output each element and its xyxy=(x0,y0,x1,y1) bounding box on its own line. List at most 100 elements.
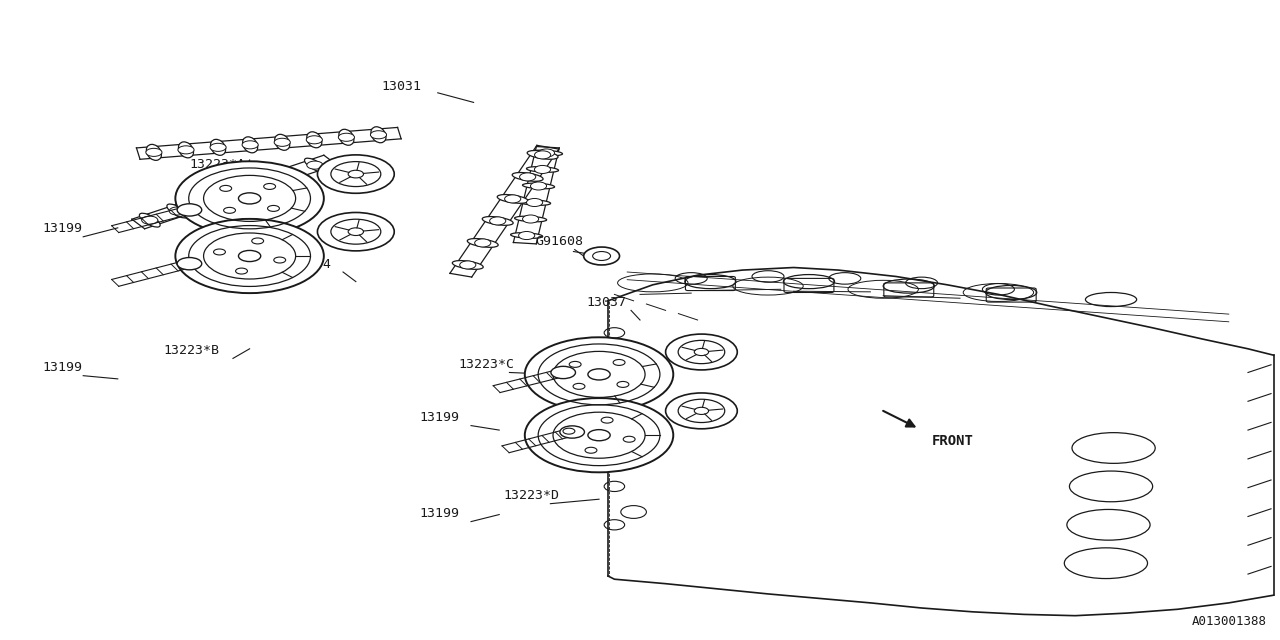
Text: FRONT: FRONT xyxy=(932,434,974,448)
Circle shape xyxy=(236,268,247,274)
Ellipse shape xyxy=(166,204,188,218)
Circle shape xyxy=(279,170,296,179)
Circle shape xyxy=(694,348,709,356)
Circle shape xyxy=(530,182,547,190)
Circle shape xyxy=(348,228,364,236)
Text: 13052: 13052 xyxy=(676,401,716,414)
Circle shape xyxy=(617,381,628,387)
Circle shape xyxy=(504,195,521,203)
Circle shape xyxy=(694,407,709,415)
Circle shape xyxy=(210,143,227,152)
Circle shape xyxy=(588,369,611,380)
Circle shape xyxy=(570,362,581,367)
Circle shape xyxy=(522,215,539,223)
Ellipse shape xyxy=(527,150,558,159)
Circle shape xyxy=(197,198,212,206)
Text: 13223*A: 13223*A xyxy=(189,157,246,171)
Text: 13031: 13031 xyxy=(381,79,421,93)
Text: A013001388: A013001388 xyxy=(1192,616,1267,628)
Circle shape xyxy=(585,447,596,453)
Circle shape xyxy=(169,207,186,215)
Ellipse shape xyxy=(452,260,484,269)
Circle shape xyxy=(460,261,476,269)
Circle shape xyxy=(306,136,323,144)
Circle shape xyxy=(584,247,620,265)
Ellipse shape xyxy=(512,173,543,181)
Circle shape xyxy=(550,366,576,379)
Circle shape xyxy=(559,426,585,438)
Circle shape xyxy=(490,217,506,225)
Circle shape xyxy=(220,186,232,191)
Text: 13223*D: 13223*D xyxy=(503,489,559,502)
Text: 13199: 13199 xyxy=(420,411,460,424)
Ellipse shape xyxy=(339,129,355,145)
Ellipse shape xyxy=(276,167,298,181)
Ellipse shape xyxy=(522,183,554,189)
Circle shape xyxy=(666,334,737,370)
Ellipse shape xyxy=(250,177,270,191)
Circle shape xyxy=(525,337,673,412)
Circle shape xyxy=(317,212,394,251)
Ellipse shape xyxy=(221,186,243,200)
Ellipse shape xyxy=(497,195,529,204)
Ellipse shape xyxy=(518,200,550,205)
Text: 13037: 13037 xyxy=(586,296,626,309)
Ellipse shape xyxy=(305,158,325,172)
Text: G91608: G91608 xyxy=(535,235,584,248)
Circle shape xyxy=(613,360,625,365)
Text: 13199: 13199 xyxy=(42,361,82,374)
Circle shape xyxy=(177,257,202,270)
Circle shape xyxy=(142,216,157,224)
Circle shape xyxy=(307,161,323,169)
Circle shape xyxy=(518,232,535,239)
Circle shape xyxy=(252,179,268,188)
Circle shape xyxy=(525,398,673,472)
Circle shape xyxy=(175,161,324,236)
Ellipse shape xyxy=(275,134,289,150)
Ellipse shape xyxy=(195,195,215,209)
Circle shape xyxy=(177,204,202,216)
Ellipse shape xyxy=(146,145,161,161)
Ellipse shape xyxy=(515,216,547,222)
Text: 13223*B: 13223*B xyxy=(164,344,220,357)
Text: 13199: 13199 xyxy=(42,221,82,235)
Circle shape xyxy=(348,170,364,178)
Circle shape xyxy=(178,146,195,154)
Circle shape xyxy=(274,257,285,263)
Circle shape xyxy=(666,393,737,429)
Circle shape xyxy=(175,219,324,293)
Ellipse shape xyxy=(371,127,387,143)
Ellipse shape xyxy=(242,137,257,153)
Text: 13034: 13034 xyxy=(292,257,332,271)
Circle shape xyxy=(338,133,355,141)
Circle shape xyxy=(539,149,554,157)
Circle shape xyxy=(146,148,163,156)
Ellipse shape xyxy=(467,239,498,247)
Circle shape xyxy=(242,141,259,149)
Circle shape xyxy=(317,155,394,193)
Circle shape xyxy=(535,166,550,173)
Circle shape xyxy=(238,193,261,204)
Circle shape xyxy=(274,138,291,147)
Circle shape xyxy=(224,189,241,196)
Circle shape xyxy=(475,239,490,247)
Circle shape xyxy=(573,383,585,389)
Circle shape xyxy=(602,417,613,423)
Circle shape xyxy=(224,207,236,213)
Circle shape xyxy=(268,205,279,211)
Ellipse shape xyxy=(307,132,321,148)
Circle shape xyxy=(238,250,261,262)
Ellipse shape xyxy=(511,233,543,238)
Ellipse shape xyxy=(178,142,193,158)
Circle shape xyxy=(535,151,550,159)
Circle shape xyxy=(623,436,635,442)
Ellipse shape xyxy=(526,166,558,172)
Ellipse shape xyxy=(210,140,225,156)
Circle shape xyxy=(252,238,264,244)
Circle shape xyxy=(214,249,225,255)
Ellipse shape xyxy=(140,213,160,227)
Text: 13199: 13199 xyxy=(420,507,460,520)
Circle shape xyxy=(526,198,543,207)
Circle shape xyxy=(520,173,536,181)
Circle shape xyxy=(264,184,275,189)
